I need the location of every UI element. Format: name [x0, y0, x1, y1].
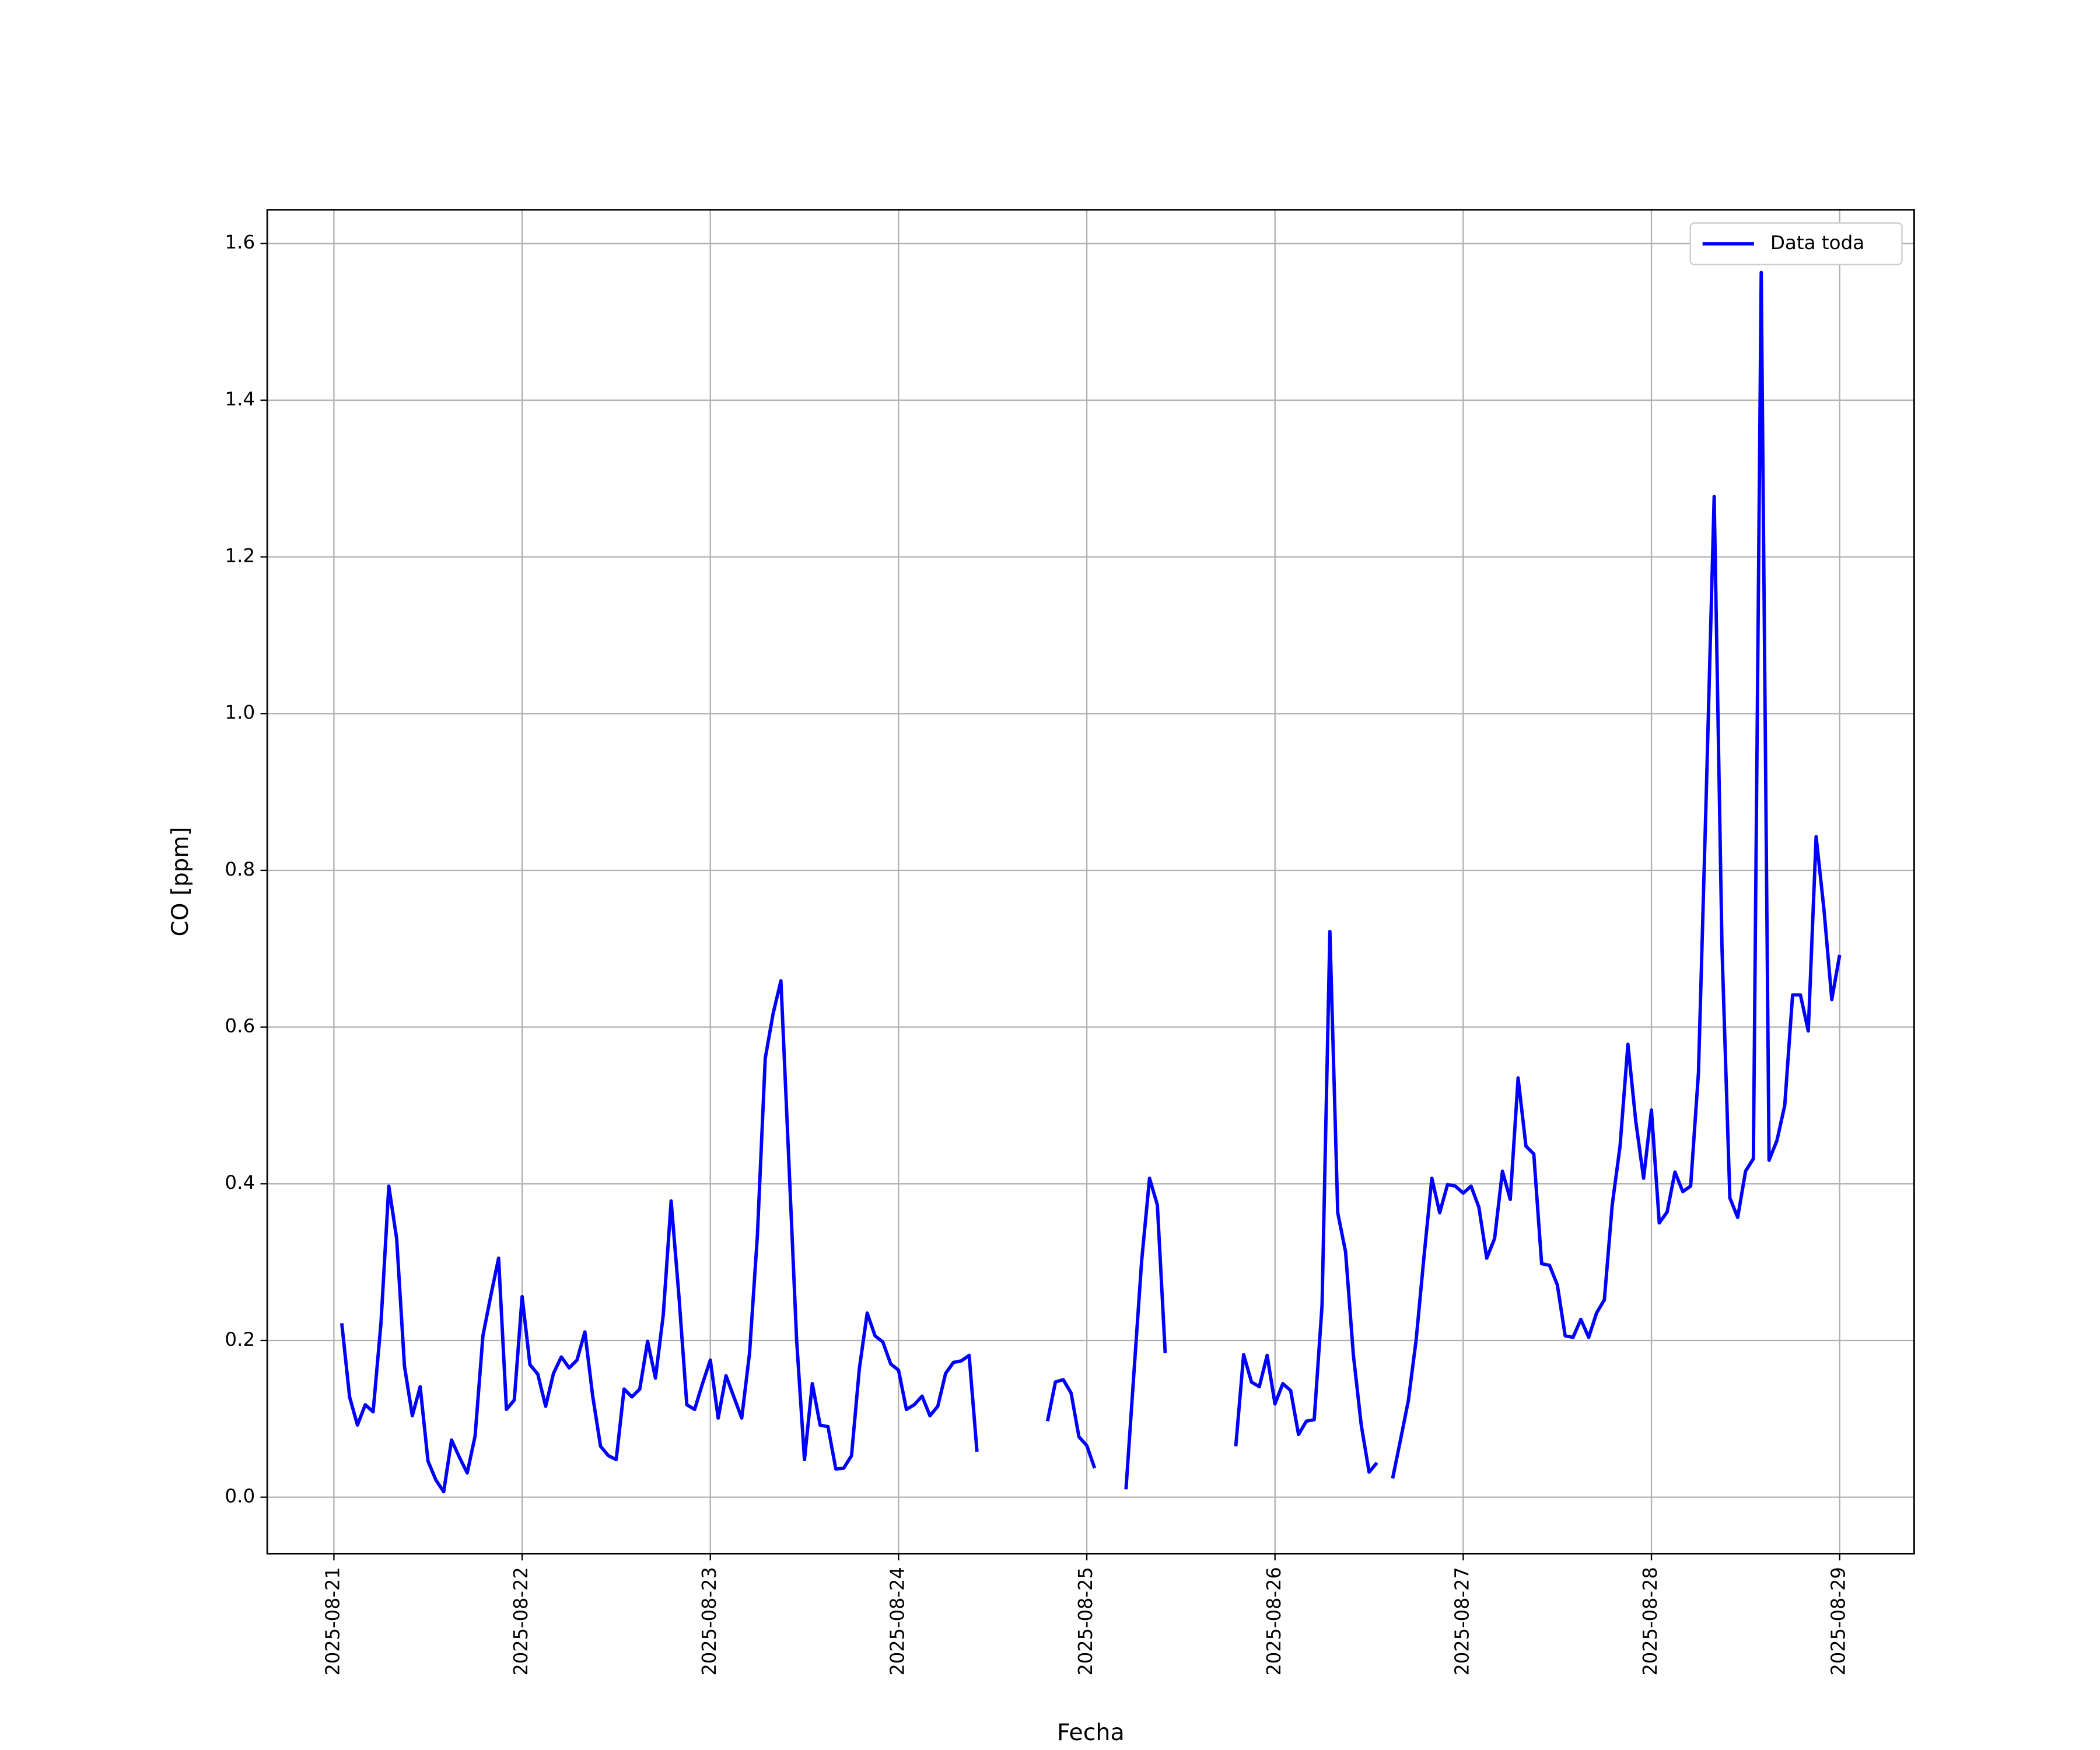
y-tick-label: 1.2	[225, 545, 255, 567]
data-line	[340, 271, 1842, 1494]
y-tick-label: 1.6	[225, 231, 255, 253]
x-tick-label: 2025-08-25	[1074, 1567, 1097, 1675]
x-tick-label: 2025-08-27	[1451, 1567, 1473, 1675]
x-tick-label: 2025-08-22	[510, 1567, 532, 1675]
x-tick-label: 2025-08-24	[886, 1567, 908, 1675]
x-tick-label: 2025-08-26	[1263, 1567, 1285, 1675]
y-tick-label: 1.4	[225, 388, 255, 410]
x-tick-label: 2025-08-21	[321, 1567, 344, 1675]
x-tick-label: 2025-08-23	[698, 1567, 720, 1675]
y-axis-label: CO [ppm]	[167, 827, 194, 937]
plot-frame	[266, 209, 1915, 1555]
y-tick-label: 0.0	[225, 1485, 255, 1507]
x-tick-label: 2025-08-29	[1828, 1567, 1850, 1675]
y-tick-label: 0.4	[225, 1171, 255, 1194]
legend-box	[1689, 222, 1903, 265]
legend-label: Data toda	[1770, 232, 1864, 254]
y-tick-label: 0.8	[225, 858, 255, 880]
x-tick-label: 2025-08-28	[1639, 1567, 1661, 1675]
x-axis-label: Fecha	[1057, 1720, 1125, 1746]
y-tick-label: 0.6	[225, 1015, 255, 1037]
y-tick-label: 0.2	[225, 1328, 255, 1350]
y-tick-label: 1.0	[225, 701, 255, 723]
